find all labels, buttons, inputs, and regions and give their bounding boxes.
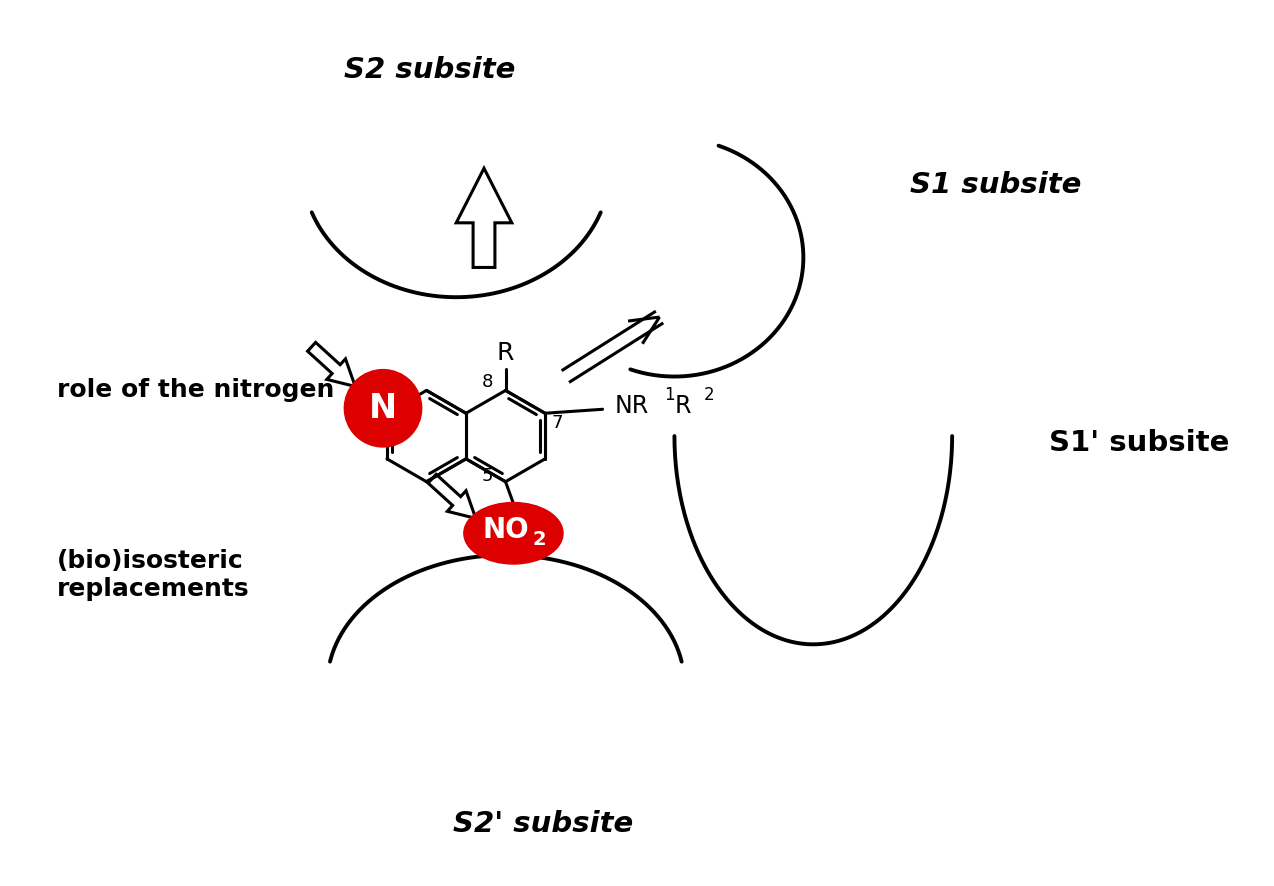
Ellipse shape xyxy=(344,369,422,447)
Text: NR: NR xyxy=(614,394,648,418)
Text: 1: 1 xyxy=(664,386,675,404)
Text: 2: 2 xyxy=(703,386,715,404)
Text: S2 subsite: S2 subsite xyxy=(344,57,515,84)
Text: S1' subsite: S1' subsite xyxy=(1049,429,1229,457)
Ellipse shape xyxy=(464,502,563,564)
Text: S1 subsite: S1 subsite xyxy=(910,171,1082,198)
Text: (bio)isosteric
replacements: (bio)isosteric replacements xyxy=(57,549,250,601)
Text: R: R xyxy=(675,394,692,418)
Text: 8: 8 xyxy=(482,374,493,392)
Text: 7: 7 xyxy=(552,414,563,432)
Text: S2' subsite: S2' subsite xyxy=(454,811,633,838)
Text: R: R xyxy=(497,341,515,365)
Text: role of the nitrogen: role of the nitrogen xyxy=(57,378,334,402)
Text: 5: 5 xyxy=(482,467,493,485)
Text: N: N xyxy=(369,392,397,424)
Text: NO: NO xyxy=(482,517,529,544)
Text: 2: 2 xyxy=(533,530,547,548)
